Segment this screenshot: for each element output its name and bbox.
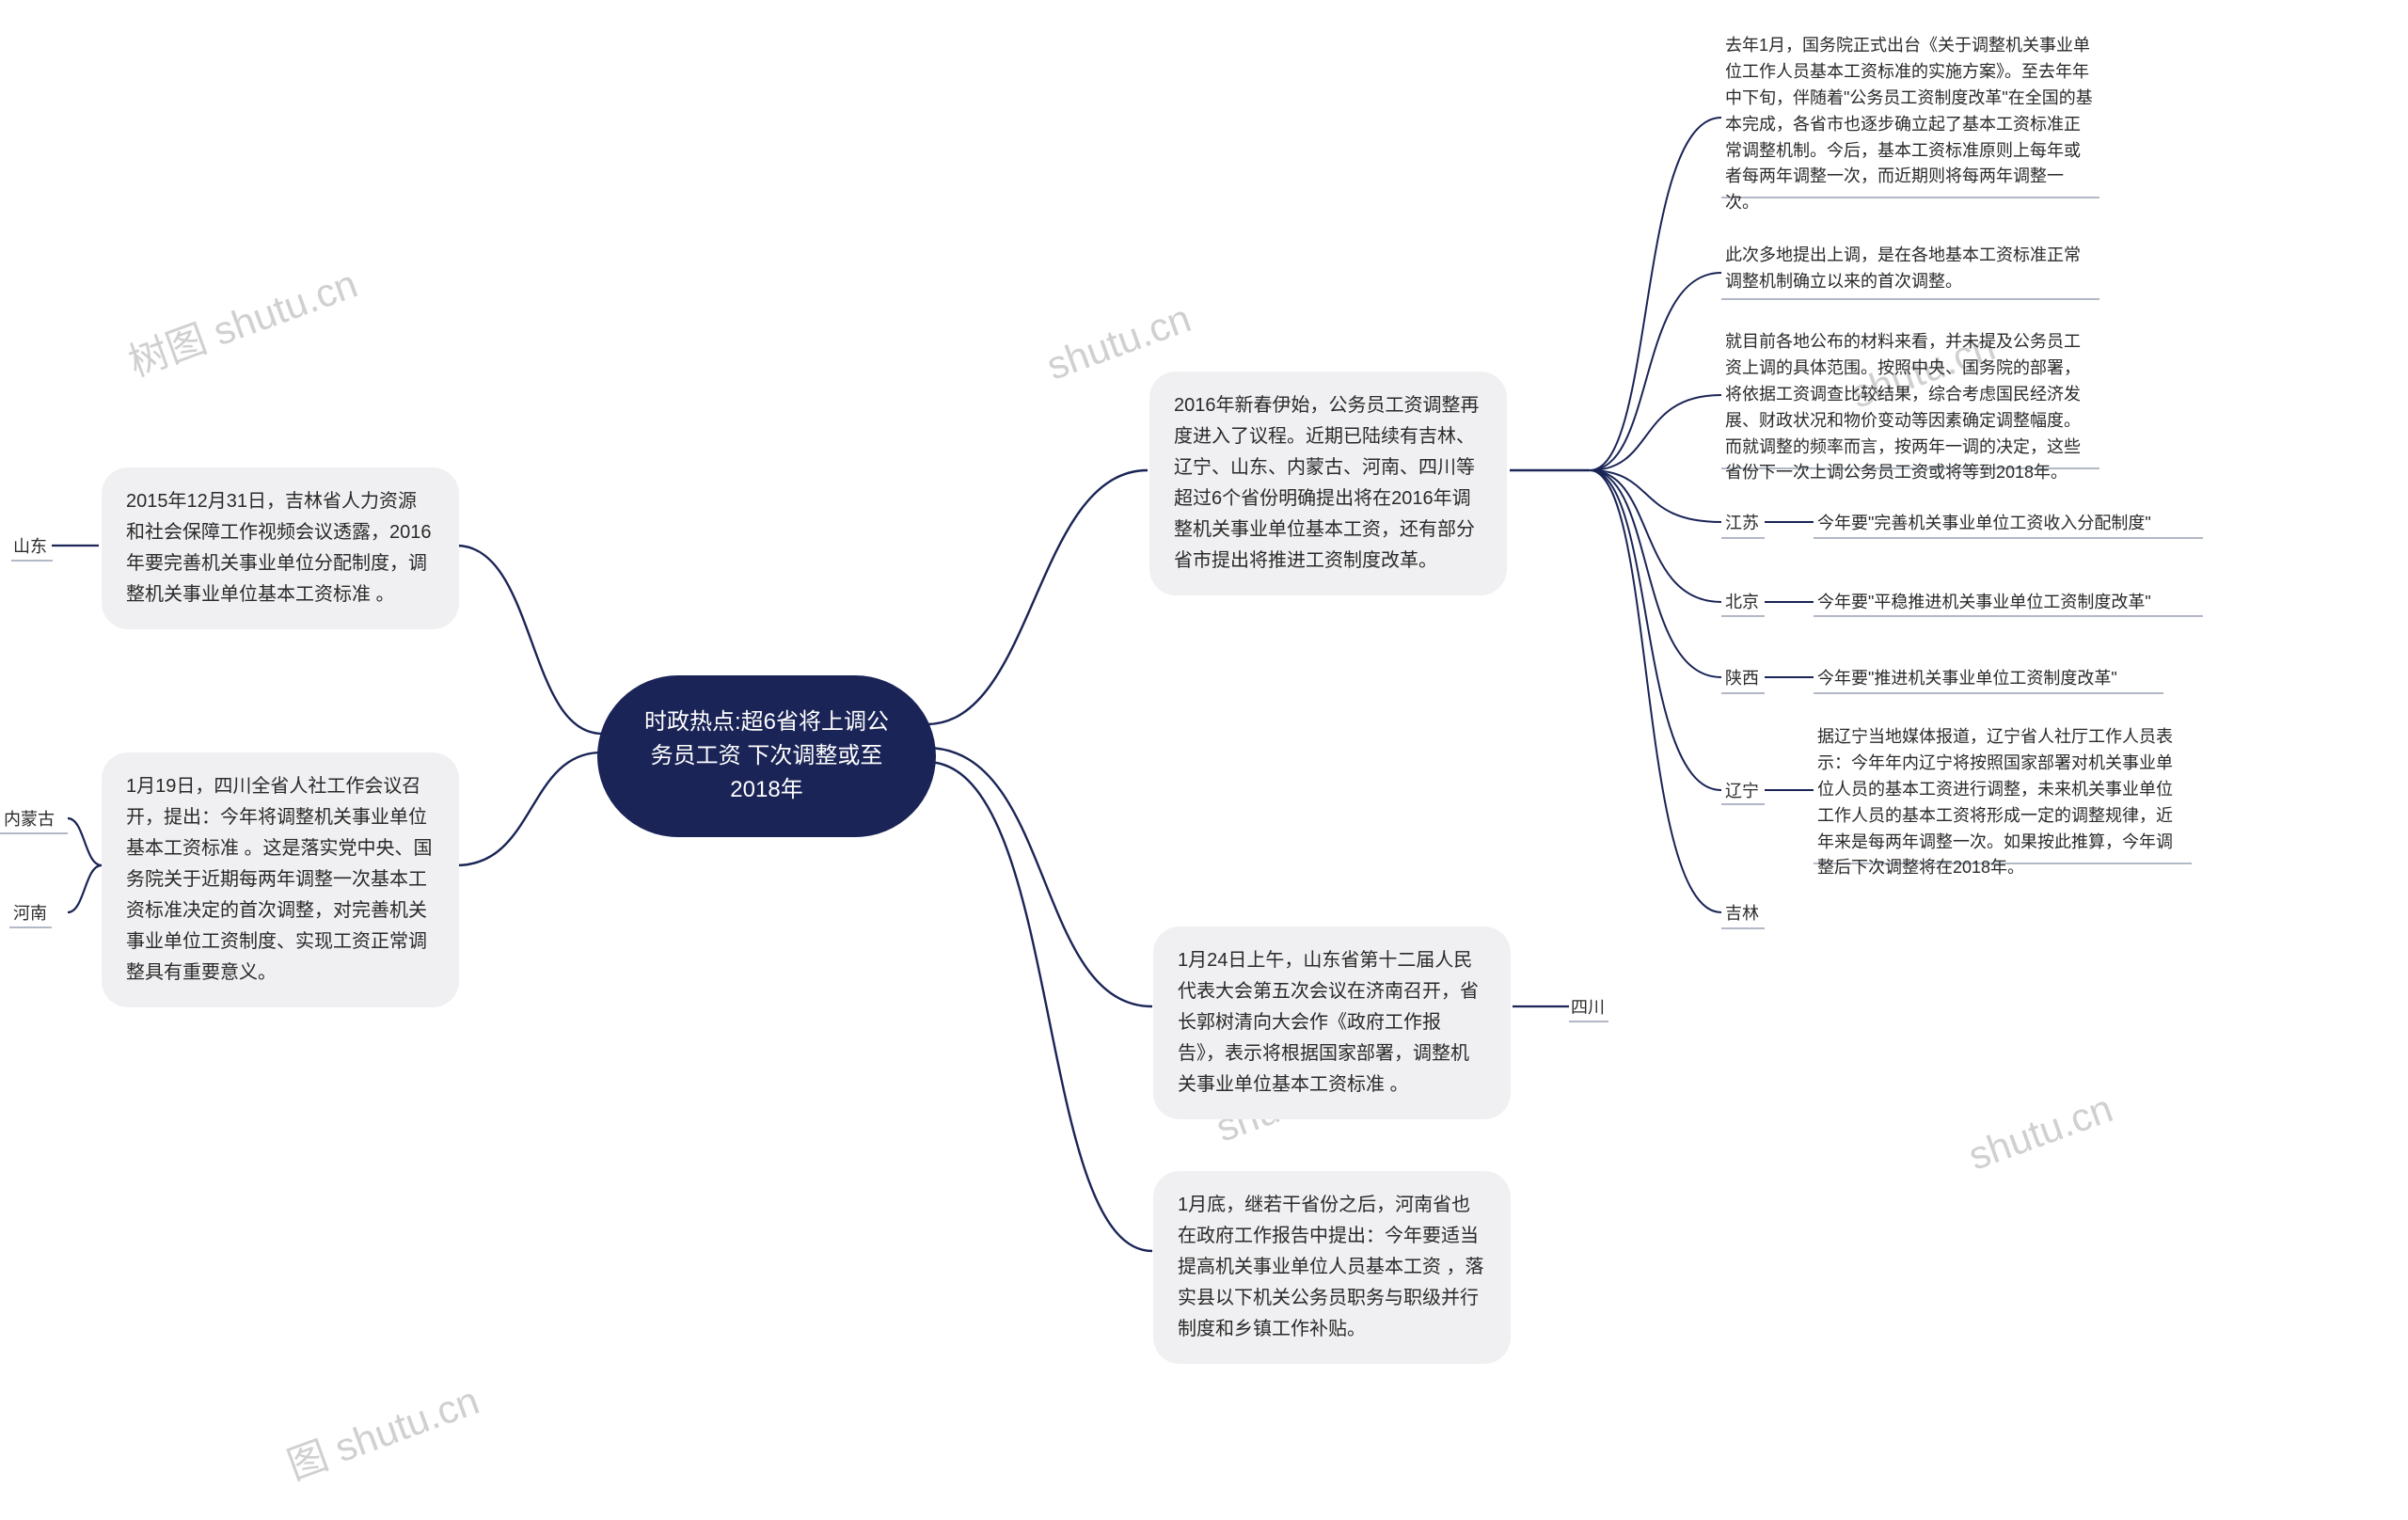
watermark: 树图 shutu.cn bbox=[119, 252, 364, 388]
branch-left-top: 2015年12月31日，吉林省人力资源和社会保障工作视频会议透露，2016年要完… bbox=[102, 467, 459, 629]
leaf-henan: 河南 bbox=[13, 901, 47, 927]
branch-right-mid: 1月24日上午，山东省第十二届人民代表大会第五次会议在济南召开，省长郭树清向大会… bbox=[1153, 926, 1511, 1119]
leaf-shaanxi-label: 陕西 bbox=[1725, 666, 1759, 692]
branch-right-bottom: 1月底，继若干省份之后，河南省也在政府工作报告中提出：今年要适当提高机关事业单位… bbox=[1153, 1171, 1511, 1364]
watermark: shutu.cn bbox=[1963, 1085, 2119, 1179]
leaf-liaoning-label: 辽宁 bbox=[1725, 779, 1759, 805]
leaf-shaanxi-text: 今年要"推进机关事业单位工资制度改革" bbox=[1817, 666, 2117, 692]
leaf-beijing-text: 今年要"平稳推进机关事业单位工资制度改革" bbox=[1817, 590, 2151, 616]
leaf-r2: 此次多地提出上调，是在各地基本工资标准正常调整机制确立以来的首次调整。 bbox=[1725, 243, 2097, 295]
leaf-neimeng: 内蒙古 bbox=[4, 807, 55, 833]
branch-left-bottom: 1月19日，四川全省人社工作会议召开，提出：今年将调整机关事业单位基本工资标准 … bbox=[102, 752, 459, 1007]
watermark: 图 shutu.cn bbox=[278, 1370, 486, 1492]
leaf-jiangsu-label: 江苏 bbox=[1725, 511, 1759, 537]
central-topic: 时政热点:超6省将上调公务员工资 下次调整或至2018年 bbox=[597, 675, 936, 837]
leaf-jiangsu-text: 今年要"完善机关事业单位工资收入分配制度" bbox=[1817, 511, 2151, 537]
branch-top-right: 2016年新春伊始，公务员工资调整再度进入了议程。近期已陆续有吉林、辽宁、山东、… bbox=[1149, 372, 1507, 595]
leaf-shandong: 山东 bbox=[13, 534, 47, 561]
leaf-sichuan: 四川 bbox=[1571, 995, 1605, 1021]
leaf-r3: 就目前各地公布的材料来看，并未提及公务员工资上调的具体范围。按照中央、国务院的部… bbox=[1725, 329, 2097, 486]
leaf-liaoning-text: 据辽宁当地媒体报道，辽宁省人社厅工作人员表示：今年年内辽宁将按照国家部署对机关事… bbox=[1817, 724, 2189, 881]
leaf-jilin-label: 吉林 bbox=[1725, 901, 1759, 927]
leaf-r1: 去年1月，国务院正式出台《关于调整机关事业单位工作人员基本工资标准的实施方案》。… bbox=[1725, 33, 2097, 216]
leaf-beijing-label: 北京 bbox=[1725, 590, 1759, 616]
